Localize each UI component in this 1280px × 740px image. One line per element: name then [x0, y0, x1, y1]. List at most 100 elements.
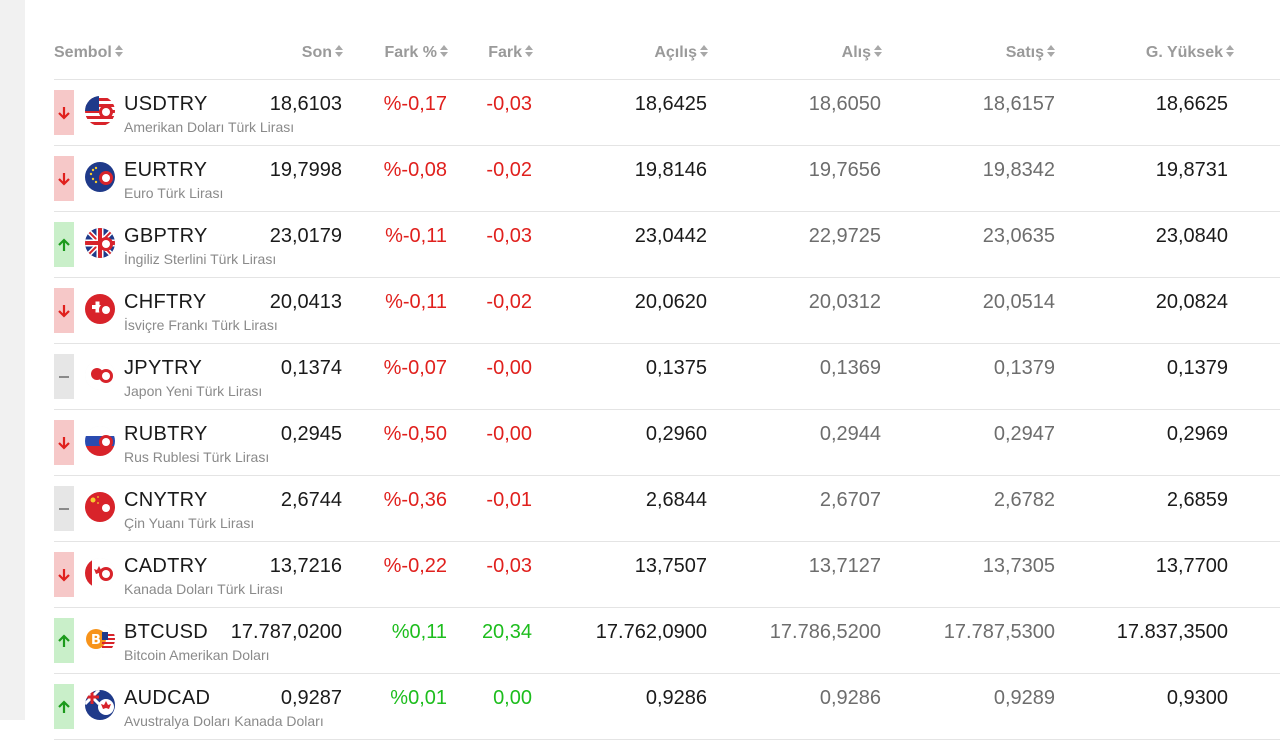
- ask-price-cell: 0,2947: [993, 423, 1055, 445]
- dash-icon: [54, 486, 74, 531]
- us-flag-icon: [85, 96, 115, 126]
- arrow-down-icon: [54, 420, 74, 465]
- arrow-down-icon: [54, 156, 74, 201]
- swiss-flag-icon: [85, 294, 115, 324]
- change-percent-cell: %-0,36: [383, 489, 447, 511]
- open-price-cell: 13,7507: [634, 555, 707, 577]
- symbol-link[interactable]: CADTRY: [124, 555, 208, 577]
- ask-price-cell: 2,6782: [993, 489, 1055, 511]
- table-row[interactable]: EURTRY Euro Türk Lirası 19,7998 %-0,08 -0,02…: [54, 146, 1280, 212]
- column-header-label: Sembol: [54, 44, 112, 61]
- symbol-link[interactable]: BTCUSD: [124, 621, 209, 643]
- symbol-link[interactable]: CHFTRY: [124, 291, 207, 313]
- open-price-cell: 0,2960: [645, 423, 707, 445]
- change-value-cell: 20,34: [481, 621, 532, 643]
- bid-price-cell: 13,7127: [808, 555, 881, 577]
- symbol-description: Avustralya Doları Kanada Doları: [124, 713, 324, 729]
- arrow-up-icon: [54, 684, 74, 729]
- high-price-cell: 18,6625: [1155, 93, 1228, 115]
- open-price-cell: 17.762,0900: [595, 621, 707, 643]
- change-value-cell: -0,02: [486, 291, 532, 313]
- symbol-link[interactable]: GBPTRY: [124, 225, 208, 247]
- last-price-cell: 0,2945: [280, 423, 342, 445]
- eu-flag-icon: [85, 162, 115, 192]
- last-price-cell: 2,6744: [280, 489, 342, 511]
- left-panel-strip: [0, 0, 25, 720]
- arrow-up-icon: [54, 222, 74, 267]
- last-price-cell: 0,1374: [280, 357, 342, 379]
- high-price-cell: 0,9300: [1166, 687, 1228, 709]
- column-header-change[interactable]: Fark: [488, 43, 533, 63]
- last-price-cell: 23,0179: [269, 225, 342, 247]
- table-row[interactable]: CNYTRY Çin Yuanı Türk Lirası 2,6744 %-0,36 -…: [54, 476, 1280, 542]
- symbol-link[interactable]: CNYTRY: [124, 489, 208, 511]
- change-value-cell: -0,03: [486, 225, 532, 247]
- symbol-description: Amerikan Doları Türk Lirası: [124, 119, 295, 135]
- change-percent-cell: %-0,22: [383, 555, 447, 577]
- sort-icon: [335, 44, 343, 58]
- table-row[interactable]: JPYTRY Japon Yeni Türk Lirası 0,1374 %-0,07…: [54, 344, 1280, 410]
- sort-icon: [114, 44, 123, 58]
- ask-price-cell: 13,7305: [982, 555, 1055, 577]
- column-header-label: Alış: [841, 44, 871, 61]
- canada-flag-icon: [85, 558, 115, 588]
- symbol-description: Kanada Doları Türk Lirası: [124, 581, 284, 597]
- open-price-cell: 20,0620: [634, 291, 707, 313]
- symbol-link[interactable]: RUBTRY: [124, 423, 208, 445]
- open-price-cell: 2,6844: [645, 489, 707, 511]
- column-header-high[interactable]: G. Yüksek: [1146, 43, 1234, 63]
- table-header: Sembol Son Fark % Fark Açılış Alış Satış…: [54, 30, 1280, 80]
- column-header-symbol[interactable]: Sembol: [54, 43, 123, 63]
- change-percent-cell: %-0,17: [383, 93, 447, 115]
- column-header-label: Son: [301, 44, 332, 61]
- column-header-label: Fark %: [384, 44, 437, 61]
- table-row[interactable]: GBPTRY İngiliz Sterlini Türk Lirası 23,017…: [54, 212, 1280, 278]
- column-header-last[interactable]: Son: [302, 43, 343, 63]
- table-row[interactable]: CHFTRY İsviçre Frankı Türk Lirası 20,0413%…: [54, 278, 1280, 344]
- sort-icon: [525, 44, 533, 58]
- table-row[interactable]: AUDCAD Avustralya Doları Kanada Doları 0,9…: [54, 674, 1280, 740]
- change-value-cell: 0,00: [493, 687, 532, 709]
- last-price-cell: 13,7216: [269, 555, 342, 577]
- change-value-cell: -0,00: [486, 357, 532, 379]
- ask-price-cell: 20,0514: [982, 291, 1055, 313]
- ask-price-cell: 18,6157: [982, 93, 1055, 115]
- symbol-link[interactable]: JPYTRY: [124, 357, 203, 379]
- column-header-open[interactable]: Açılış: [654, 43, 708, 63]
- symbol-description: Euro Türk Lirası: [124, 185, 224, 201]
- bid-price-cell: 19,7656: [808, 159, 881, 181]
- table-row[interactable]: USDTRY Amerikan Doları Türk Lirası 18,6103…: [54, 80, 1280, 146]
- bid-price-cell: 0,2944: [819, 423, 881, 445]
- column-header-bid[interactable]: Alış: [842, 43, 882, 63]
- table-row[interactable]: CADTRY Kanada Doları Türk Lirası 13,7216 %-…: [54, 542, 1280, 608]
- column-header-ask[interactable]: Satış: [1006, 43, 1055, 63]
- change-percent-cell: %-0,11: [385, 291, 447, 313]
- bid-price-cell: 20,0312: [808, 291, 881, 313]
- high-price-cell: 2,6859: [1166, 489, 1228, 511]
- high-price-cell: 13,7700: [1155, 555, 1228, 577]
- high-price-cell: 23,0840: [1155, 225, 1228, 247]
- table-row[interactable]: RUBTRY Rus Rublesi Türk Lirası 0,2945 %-0,5…: [54, 410, 1280, 476]
- arrow-down-icon: [54, 90, 74, 135]
- china-flag-icon: [85, 492, 115, 522]
- column-header-change-percent[interactable]: Fark %: [385, 43, 448, 63]
- ask-price-cell: 23,0635: [982, 225, 1055, 247]
- table-row[interactable]: B BTCUSD Bitcoin Amerikan Doları 17.787,020…: [54, 608, 1280, 674]
- last-price-cell: 17.787,0200: [230, 621, 342, 643]
- symbol-link[interactable]: AUDCAD: [124, 687, 211, 709]
- bid-price-cell: 18,6050: [808, 93, 881, 115]
- uk-flag-icon: [85, 228, 115, 258]
- bid-price-cell: 22,9725: [808, 225, 881, 247]
- column-header-label: Fark: [488, 44, 522, 61]
- bitcoin-us-flag-icon: B: [85, 624, 115, 654]
- ask-price-cell: 0,9289: [993, 687, 1055, 709]
- currency-table: Sembol Son Fark % Fark Açılış Alış Satış…: [54, 0, 1280, 740]
- open-price-cell: 0,9286: [645, 687, 707, 709]
- symbol-link[interactable]: EURTRY: [124, 159, 208, 181]
- change-value-cell: -0,00: [486, 423, 532, 445]
- symbol-description: Bitcoin Amerikan Doları: [124, 647, 270, 663]
- symbol-link[interactable]: USDTRY: [124, 93, 208, 115]
- high-price-cell: 0,1379: [1166, 357, 1228, 379]
- arrow-down-icon: [54, 288, 74, 333]
- column-header-label: Satış: [1005, 44, 1044, 61]
